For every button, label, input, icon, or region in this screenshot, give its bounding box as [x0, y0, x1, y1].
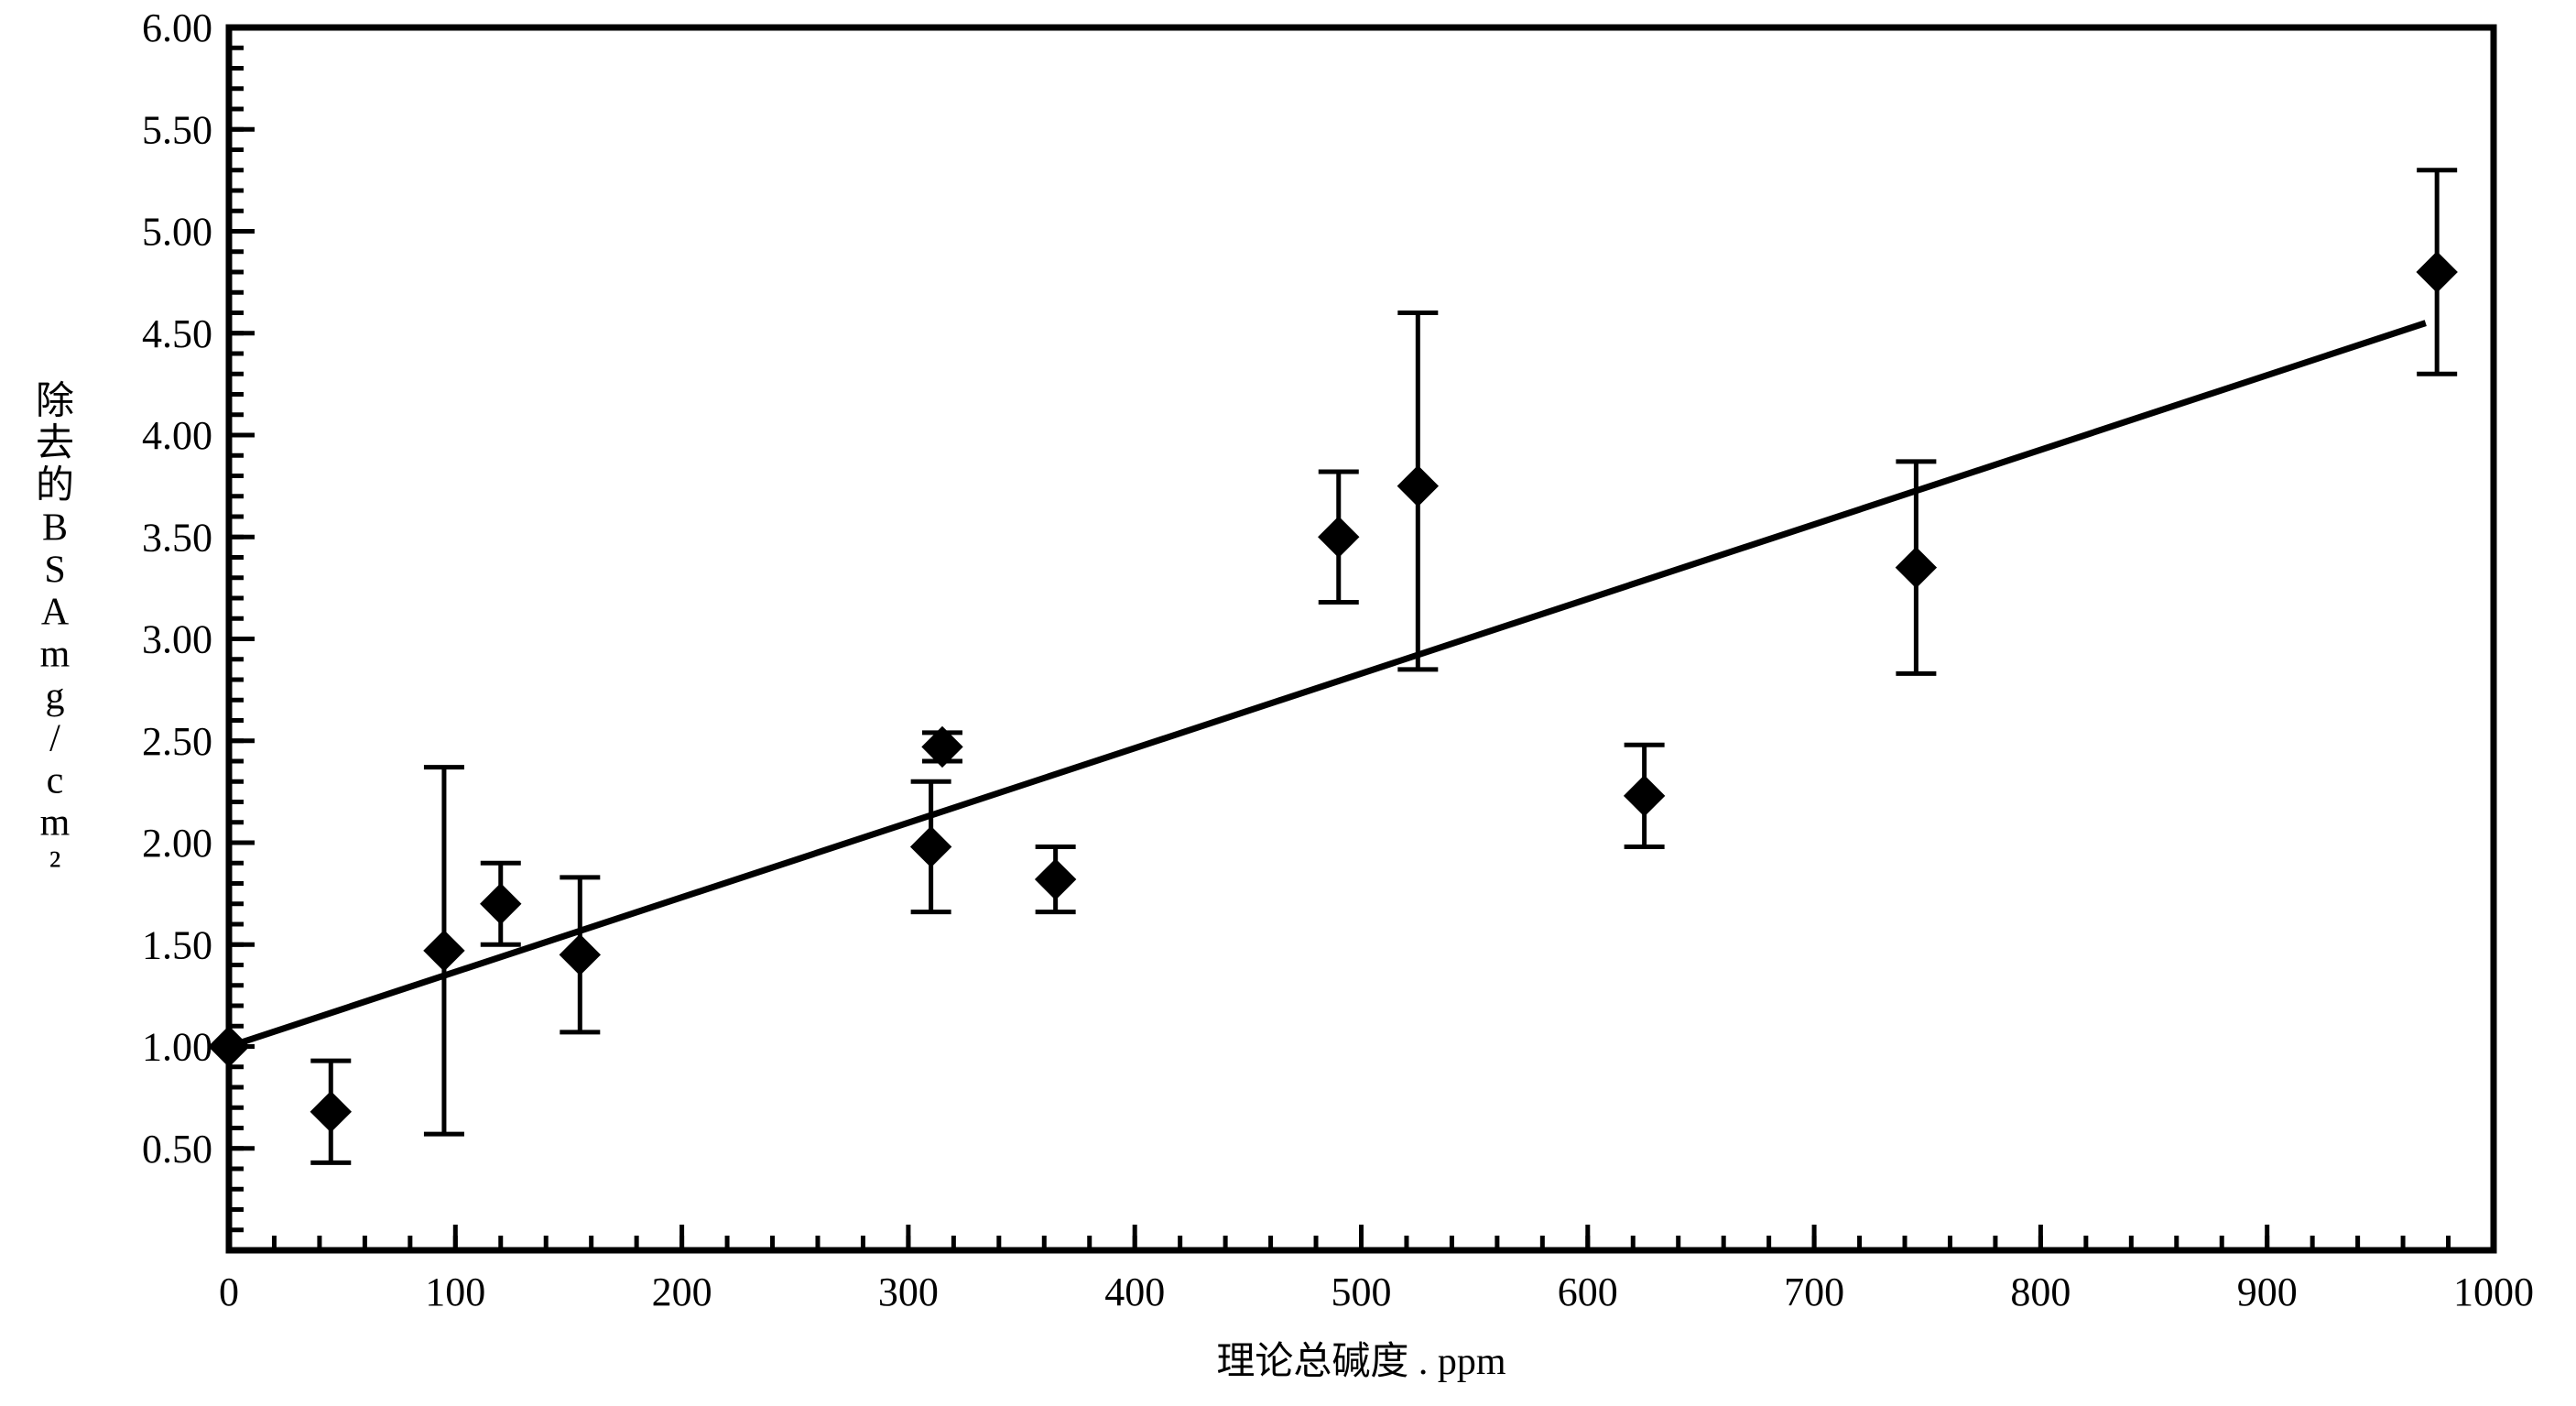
- data-point: [1036, 859, 1076, 899]
- x-tick-label: 900: [2237, 1270, 2298, 1314]
- y-tick-label: 4.00: [142, 413, 212, 458]
- y-tick-label: 3.50: [142, 515, 212, 560]
- y-tick-label: 6.00: [142, 5, 212, 50]
- svg-text:去: 去: [36, 423, 74, 465]
- x-axis-label: 理论总碱度 . ppm: [1216, 1341, 1506, 1383]
- y-axis-label: 除去的BSAmg/cm²: [36, 380, 74, 887]
- y-tick-label: 4.50: [142, 311, 212, 356]
- y-tick-label: 1.00: [142, 1025, 212, 1070]
- y-tick-label: 3.00: [142, 617, 212, 662]
- svg-text:S: S: [44, 550, 65, 592]
- data-point: [2417, 252, 2457, 292]
- x-tick-label: 700: [1784, 1270, 1844, 1314]
- data-point: [1896, 548, 1936, 588]
- data-point: [310, 1092, 351, 1132]
- x-tick-label: 800: [2010, 1270, 2071, 1314]
- y-tick-label: 1.50: [142, 922, 212, 967]
- x-tick-label: 500: [1331, 1270, 1392, 1314]
- svg-text:²: ²: [49, 845, 61, 887]
- svg-text:的: 的: [36, 465, 74, 507]
- svg-text:g: g: [46, 676, 65, 718]
- data-point: [560, 934, 600, 975]
- y-tick-label: 2.00: [142, 821, 212, 866]
- y-tick-label: 2.50: [142, 719, 212, 764]
- x-tick-label: 400: [1104, 1270, 1165, 1314]
- x-tick-label: 300: [878, 1270, 939, 1314]
- svg-text:/: /: [49, 718, 60, 760]
- data-point: [424, 931, 464, 971]
- x-tick-label: 1000: [2453, 1270, 2534, 1314]
- y-tick-label: 5.50: [142, 107, 212, 152]
- data-point: [911, 826, 951, 866]
- x-tick-label: 200: [652, 1270, 712, 1314]
- svg-text:B: B: [42, 507, 68, 550]
- scatter-chart: 0 100 200 300 400 500 600 700 800 900 1000 0.50 1.00…: [0, 0, 2576, 1406]
- svg-text:A: A: [41, 592, 70, 634]
- data-point: [1319, 517, 1359, 557]
- svg-text:m: m: [40, 802, 71, 845]
- chart-container: 0 100 200 300 400 500 600 700 800 900 1000 0.50 1.00…: [0, 0, 2576, 1406]
- x-tick-label: 100: [425, 1270, 485, 1314]
- svg-text:m: m: [40, 634, 71, 676]
- data-point: [209, 1027, 249, 1067]
- x-tick-label: 600: [1558, 1270, 1618, 1314]
- x-tick-label: 0: [219, 1270, 239, 1314]
- svg-text:除: 除: [36, 380, 74, 423]
- svg-text:c: c: [47, 760, 64, 802]
- data-point: [1625, 776, 1665, 816]
- y-tick-label: 5.00: [142, 210, 212, 255]
- data-point: [1397, 466, 1438, 507]
- data-point: [481, 884, 521, 924]
- y-tick-label: 0.50: [142, 1127, 212, 1172]
- trend-line: [229, 323, 2426, 1047]
